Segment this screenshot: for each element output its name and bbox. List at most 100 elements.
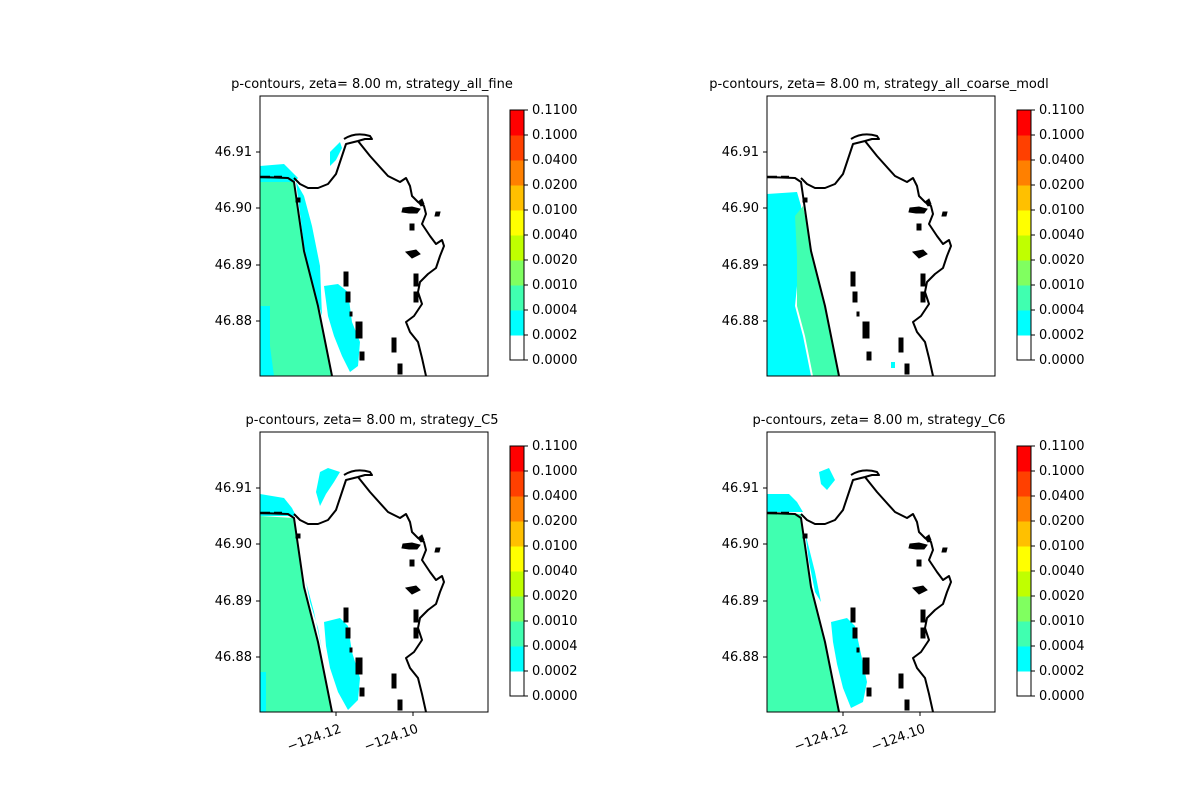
colorbar-segment [1017,135,1031,161]
island [941,547,948,553]
contour-region-cyan [300,552,322,650]
subplot-title: p-contours, zeta= 8.00 m, strategy_C5 [246,413,499,428]
island [852,291,858,303]
colorbar-segment [510,446,524,472]
contour-region-cyan [330,142,342,166]
contour-region-cyan [260,306,274,376]
colorbar-tick-label: 0.0010 [1039,614,1085,629]
colorbar-segment [510,671,524,697]
y-tick-label: 46.91 [215,481,252,496]
island [404,585,421,595]
colorbar-segment [1017,260,1031,286]
subplot-title: p-contours, zeta= 8.00 m, strategy_all_f… [231,77,513,92]
island [409,559,415,567]
colorbar-segment [1017,521,1031,547]
colorbar-segment [510,235,524,261]
island [391,673,397,689]
colorbar-segment [510,135,524,161]
colorbar-tick-label: 0.0002 [532,664,578,679]
colorbar-tick-label: 0.0010 [1039,278,1085,293]
colorbar-tick-label: 0.0200 [532,514,578,529]
colorbar-tick-label: 0.0004 [532,303,578,318]
subplot-title: p-contours, zeta= 8.00 m, strategy_all_c… [709,77,1048,92]
colorbar-tick-label: 0.0200 [1039,178,1085,193]
colorbar-segment [510,185,524,211]
y-tick-label: 46.91 [722,481,759,496]
colorbar-tick-label: 0.0040 [532,228,578,243]
island [434,211,441,217]
island [920,291,926,303]
island [417,534,425,543]
y-tick-label: 46.90 [722,201,759,216]
contour-region-cyan [819,468,835,490]
colorbar-segment [510,471,524,497]
colorbar-tick-label: 0.0100 [532,539,578,554]
y-tick-label: 46.88 [215,314,252,329]
y-tick-label: 46.90 [215,201,252,216]
colorbar-tick-label: 0.0100 [1039,539,1085,554]
island [413,627,419,639]
contour-region-cyan [260,672,266,712]
colorbar-segment [1017,671,1031,697]
contour-region-cyan [831,618,867,708]
colorbar-segment [510,160,524,186]
colorbar-tick-label: 0.0004 [1039,303,1085,318]
island [397,363,403,375]
island [802,533,808,539]
island [908,206,928,214]
colorbar-tick-label: 0.0002 [532,328,578,343]
colorbar-tick-label: 0.0004 [1039,639,1085,654]
y-tick-label: 46.89 [722,258,759,273]
colorbar-segment [510,110,524,136]
subplot-1: p-contours, zeta= 8.00 m, strategy_all_f… [215,77,578,377]
colorbar: 0.0000 0.0002 0.0004 0.0010 0.0020 0.0040 0.01… [1016,439,1085,704]
colorbar-segment [1017,496,1031,522]
contour-region-cyan [805,532,821,602]
island [924,534,932,543]
colorbar-tick-label: 0.0010 [532,614,578,629]
plot-area [260,96,488,376]
contour-region-cyan [324,284,360,372]
colorbar-segment [1017,646,1031,672]
island [904,363,910,375]
y-tick-label: 46.89 [722,594,759,609]
colorbar-tick-label: 0.0040 [532,564,578,579]
island [417,198,425,207]
axes-frame [766,95,996,377]
colorbar-tick-label: 0.1000 [1039,128,1085,143]
colorbar-tick-label: 0.0400 [1039,153,1085,168]
island [397,699,403,711]
island [434,547,441,553]
colorbar-segment [510,621,524,647]
island [866,687,872,697]
colorbar-tick-label: 0.1000 [532,464,578,479]
contour-region-aquamarine [795,206,839,376]
coastline-2 [800,133,880,189]
y-tick-label: 46.88 [722,650,759,665]
island [355,657,363,675]
colorbar-tick-label: 0.0002 [1039,328,1085,343]
island [295,197,301,203]
island [852,627,858,639]
island [391,337,397,353]
island [866,351,872,361]
colorbar-segment [510,571,524,597]
contour-region-cyan [260,494,296,516]
y-tick-label: 46.91 [722,145,759,160]
colorbar-tick-label: 0.0200 [532,178,578,193]
island [413,291,419,303]
colorbar-tick-label: 0.0020 [532,253,578,268]
coastline-1 [260,176,333,376]
colorbar-segment [1017,160,1031,186]
island [401,542,421,550]
colorbar-segment [1017,446,1031,472]
colorbar-tick-label: 0.0000 [532,689,578,704]
coastline-3 [864,140,952,376]
colorbar-segment [1017,310,1031,336]
colorbar-segment [1017,471,1031,497]
contour-region-cyan [296,182,322,316]
island [850,271,856,287]
colorbar-segment [510,310,524,336]
x-tick-label: −124.12 [285,722,343,755]
